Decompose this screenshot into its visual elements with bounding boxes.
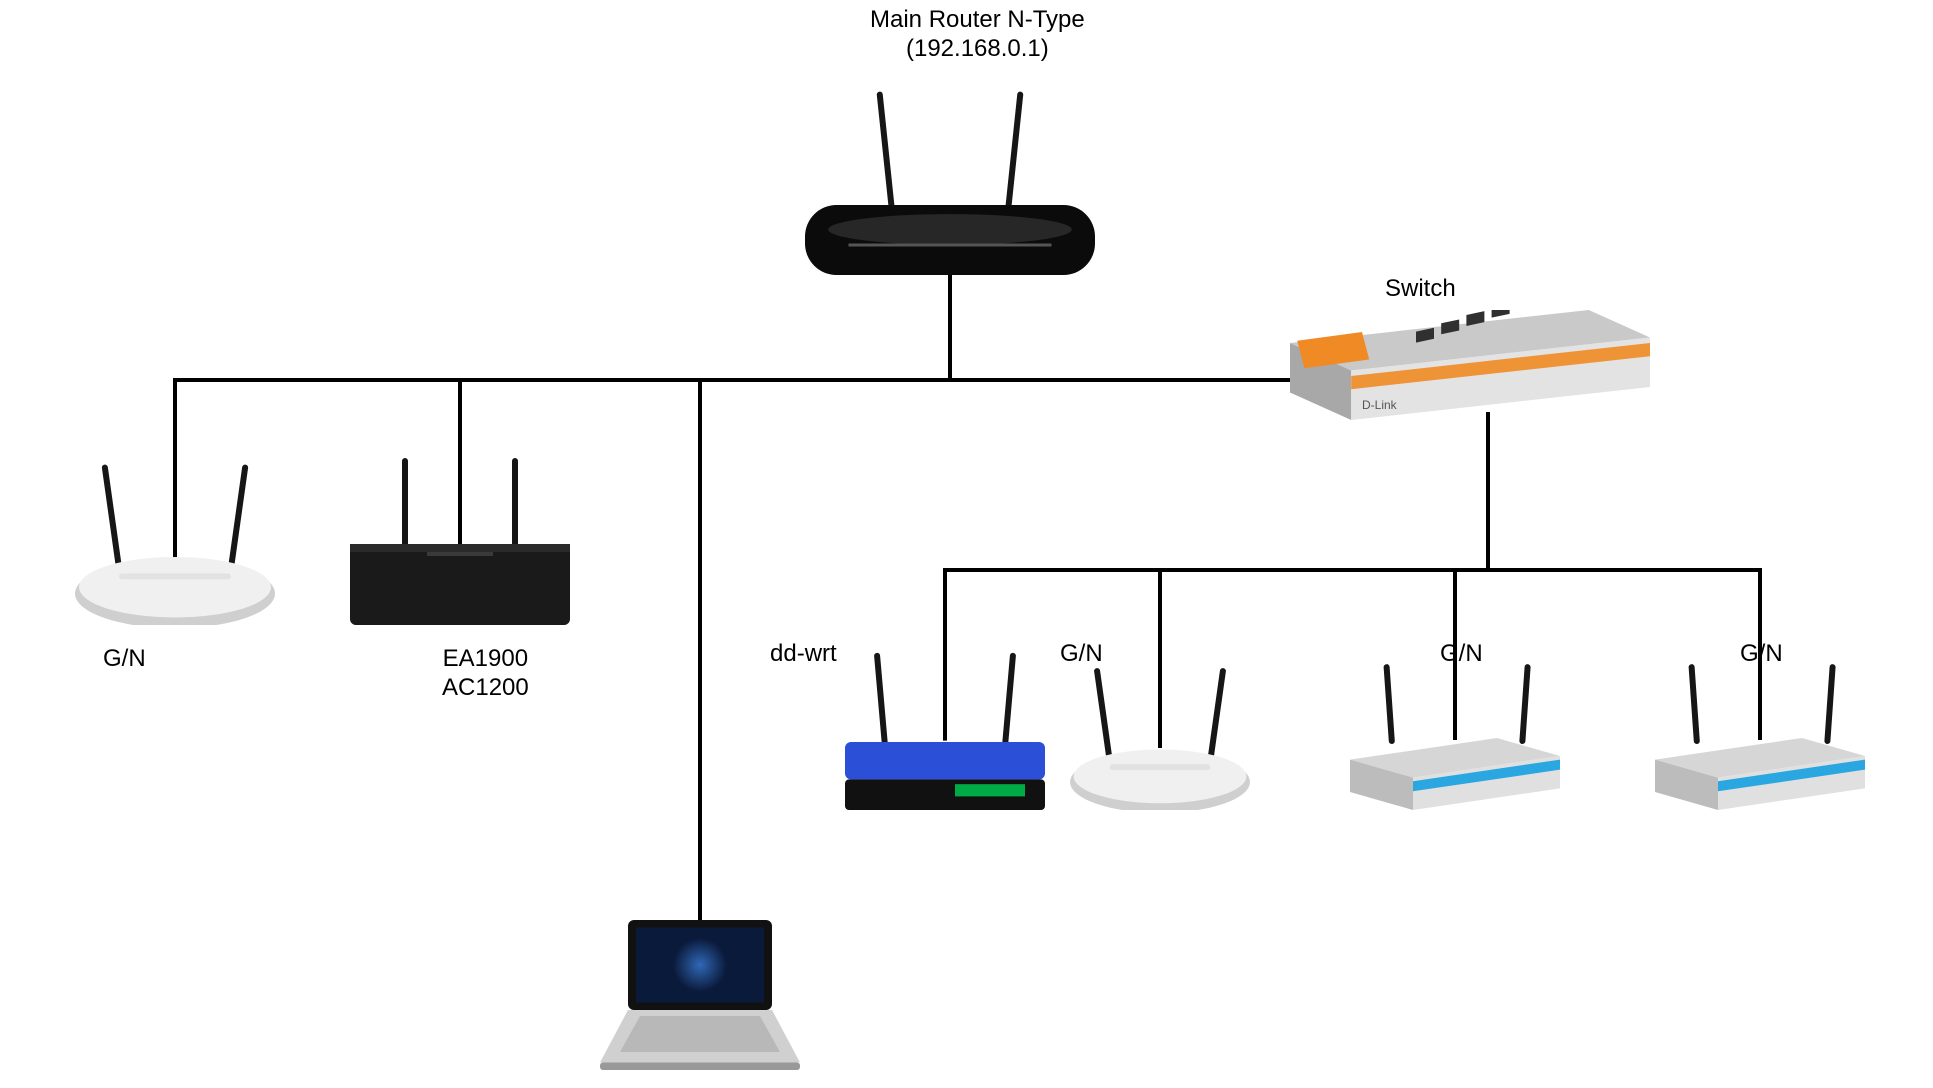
ddwrt-label: dd-wrt [770, 640, 837, 669]
switch-title: Switch [1385, 275, 1456, 304]
gn-left-label: G/N [103, 645, 146, 674]
ddwrt-device [845, 640, 1045, 810]
gn4-device [1655, 650, 1865, 810]
laptop-device [600, 920, 800, 1070]
main-router-title: Main Router N-Type (192.168.0.1) [870, 6, 1085, 64]
gn3-device [1350, 650, 1560, 810]
ea1900-device [350, 445, 570, 625]
switch-device: D-Link [1290, 310, 1650, 420]
ea1900-label: EA1900 AC1200 [442, 645, 529, 703]
svg-text:D-Link: D-Link [1362, 398, 1398, 412]
main-router-device [805, 75, 1095, 275]
gn2-device [1070, 650, 1250, 810]
gn-left-device [75, 445, 275, 625]
network-diagram: Main Router N-Type (192.168.0.1) Switch … [0, 0, 1933, 1088]
